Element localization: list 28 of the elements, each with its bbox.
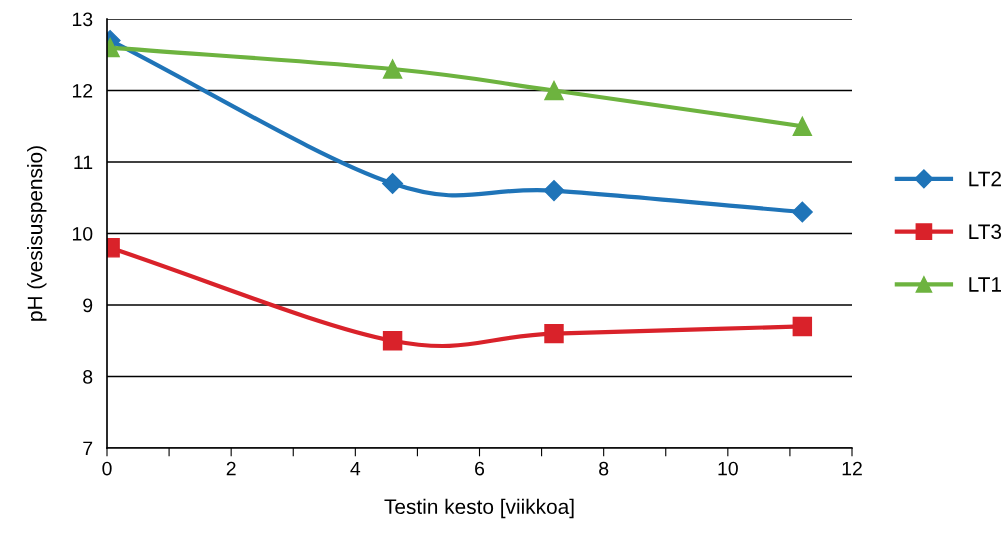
point	[382, 172, 404, 194]
x-tick-label: 4	[350, 461, 361, 476]
point	[792, 116, 813, 136]
legend-label: LT1	[969, 277, 1001, 292]
point	[544, 80, 564, 101]
x-axis-title: Testin kesto [viikkoa]	[384, 498, 574, 519]
x-tick-label: 10	[718, 461, 738, 476]
legend-label: LT3	[969, 224, 1002, 240]
x-tick-label: 0	[102, 461, 112, 476]
x-tick-label: 12	[842, 461, 862, 476]
y-tick-label: 9	[83, 298, 93, 313]
y-tick-label: 13	[72, 12, 93, 27]
y-axis-title: pH (vesisuspensio)	[27, 146, 47, 321]
y-tick-label: 10	[72, 226, 93, 241]
x-tick-label: 6	[475, 461, 485, 476]
x-tick-label: 8	[599, 461, 609, 476]
legend-label: LT2	[969, 171, 1001, 187]
y-tick-label: 7	[83, 441, 93, 456]
point	[382, 331, 403, 351]
y-tick-label: 11	[74, 155, 93, 170]
point	[791, 201, 813, 223]
y-tick-label: 8	[83, 369, 93, 384]
point	[382, 59, 403, 79]
y-tick-label: 12	[72, 83, 93, 98]
x-tick-label: 2	[226, 461, 236, 476]
point	[792, 316, 813, 337]
point	[544, 323, 564, 344]
point	[543, 180, 565, 202]
